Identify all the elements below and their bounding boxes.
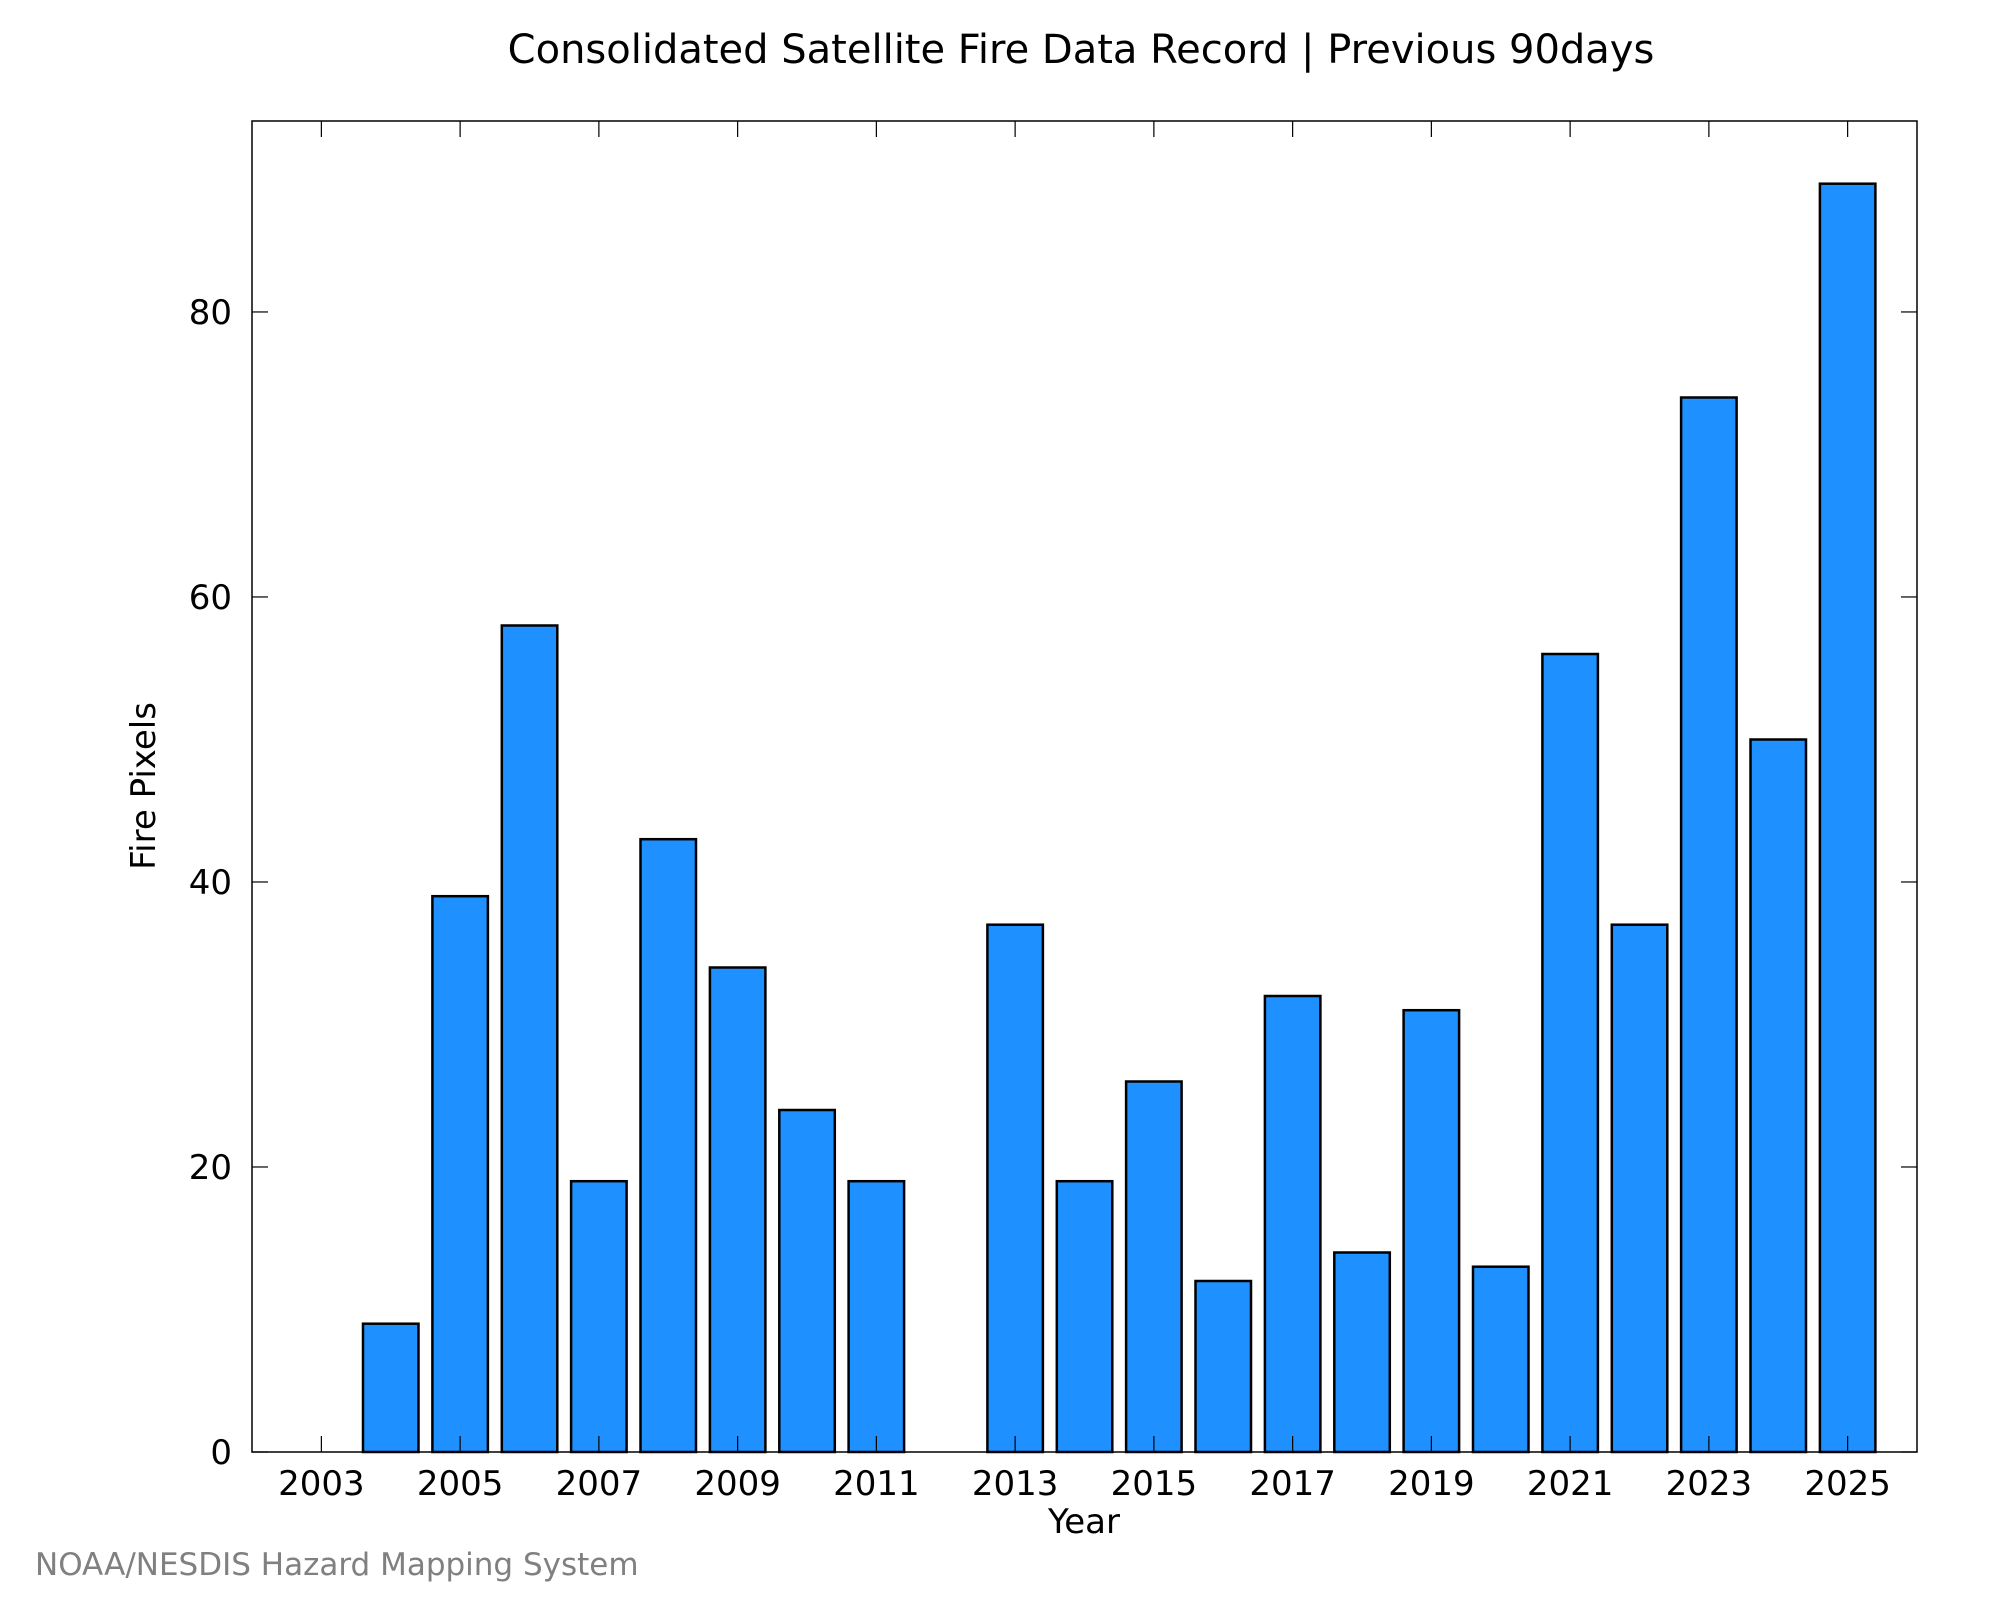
x-tick-label-2015: 2015 xyxy=(1111,1464,1198,1504)
x-tick-label-2007: 2007 xyxy=(556,1464,643,1504)
bar-2021 xyxy=(1541,652,1600,1454)
x-tick-label-2017: 2017 xyxy=(1249,1464,1336,1504)
x-tick-label-2025: 2025 xyxy=(1804,1464,1891,1504)
bar-2010 xyxy=(778,1108,837,1454)
x-tick-label-2021: 2021 xyxy=(1527,1464,1614,1504)
y-tick-label-60: 60 xyxy=(189,578,232,618)
x-tick-label-2013: 2013 xyxy=(972,1464,1059,1504)
bar-2017 xyxy=(1263,994,1322,1454)
x-tick-label-2023: 2023 xyxy=(1666,1464,1753,1504)
bar-2015 xyxy=(1124,1080,1183,1454)
y-tick-label-20: 20 xyxy=(189,1148,232,1188)
bar-2023 xyxy=(1679,396,1738,1454)
bar-2005 xyxy=(431,894,490,1454)
bar-2011 xyxy=(847,1179,906,1454)
x-tick-labels: 2003 2005 2007 2009 2011 2013 2015 2017 2019 2021… xyxy=(278,1464,1891,1504)
bar-2009 xyxy=(708,966,767,1454)
bar-2006 xyxy=(500,624,559,1454)
chart-title: Consolidated Satellite Fire Data Record … xyxy=(508,27,1655,73)
bar-2014 xyxy=(1055,1179,1114,1454)
x-tick-label-2011: 2011 xyxy=(833,1464,920,1504)
bar-2024 xyxy=(1749,738,1808,1454)
x-axis-label: Year xyxy=(1047,1502,1120,1542)
bars-group xyxy=(361,182,1877,1454)
x-tick-label-2005: 2005 xyxy=(417,1464,504,1504)
y-tick-label-80: 80 xyxy=(189,293,232,333)
bar-2004 xyxy=(361,1322,420,1454)
bar-2018 xyxy=(1333,1251,1392,1454)
bar-2022 xyxy=(1610,923,1669,1454)
x-tick-label-2009: 2009 xyxy=(694,1464,781,1504)
x-tick-label-2019: 2019 xyxy=(1388,1464,1475,1504)
plot-frame xyxy=(251,120,1918,1453)
bar-2008 xyxy=(639,837,698,1454)
y-tick-label-0: 0 xyxy=(210,1433,232,1473)
bar-2016 xyxy=(1194,1279,1253,1454)
bar-2020 xyxy=(1471,1265,1530,1454)
bar-2007 xyxy=(569,1179,628,1454)
x-tick-label-2003: 2003 xyxy=(278,1464,365,1504)
bar-2013 xyxy=(986,923,1045,1454)
bar-2025 xyxy=(1818,182,1877,1454)
credit-text: NOAA/NESDIS Hazard Mapping System xyxy=(35,1547,639,1583)
y-axis-label: Fire Pixels xyxy=(124,702,164,870)
y-tick-label-40: 40 xyxy=(189,863,232,903)
bar-2019 xyxy=(1402,1008,1461,1454)
y-tick-labels: 0 20 40 60 80 xyxy=(189,293,232,1473)
